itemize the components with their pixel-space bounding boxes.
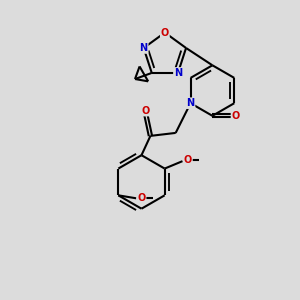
Text: N: N xyxy=(187,98,195,108)
Text: N: N xyxy=(174,68,182,78)
Text: N: N xyxy=(140,43,148,53)
Text: O: O xyxy=(137,193,146,203)
Text: O: O xyxy=(232,111,240,121)
Text: O: O xyxy=(142,106,150,116)
Text: O: O xyxy=(184,155,192,165)
Text: O: O xyxy=(161,28,169,38)
